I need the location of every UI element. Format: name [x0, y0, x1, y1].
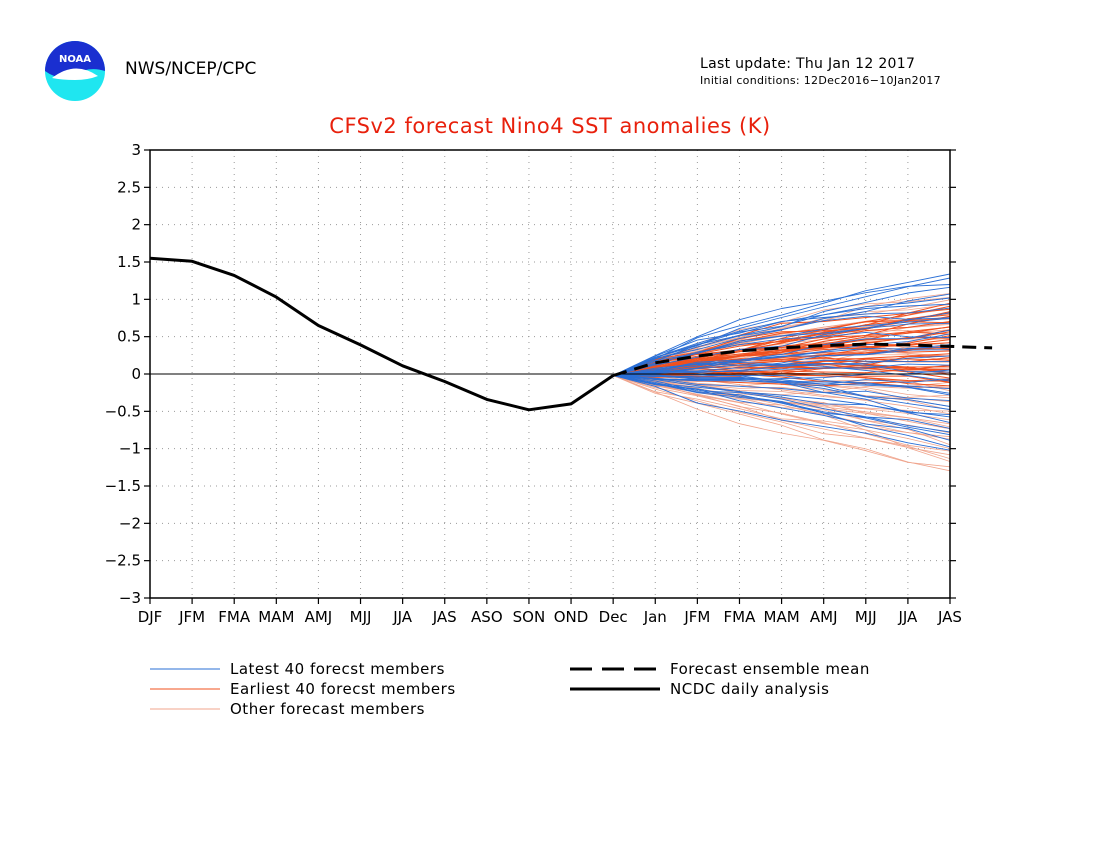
ensemble-member-line: [613, 375, 951, 456]
legend-label-other: Other forecast members: [230, 700, 425, 718]
ensemble-member-line: [613, 375, 951, 472]
x-tick-label: Dec: [599, 608, 628, 626]
y-tick-label: −3: [119, 589, 141, 607]
ensemble-member-line: [613, 277, 951, 376]
y-tick-label: 2.5: [117, 178, 141, 196]
ensemble-mean-line: [612, 342, 993, 377]
ensemble-member-line: [613, 317, 951, 376]
ensemble-member-line: [613, 375, 951, 438]
y-tick-label: −1: [119, 440, 141, 458]
ensemble-member-line: [613, 375, 951, 451]
y-tick-label: −2: [119, 514, 141, 532]
x-tick-label: FMA: [218, 608, 251, 626]
x-tick-label: FMA: [724, 608, 757, 626]
x-tick-label: ASO: [471, 608, 503, 626]
ensemble-member-line: [613, 375, 951, 428]
y-tick-label: −0.5: [105, 402, 141, 420]
ensemble-member-line: [613, 329, 951, 376]
ensemble-member-line: [613, 284, 951, 376]
ensemble-member-line: [613, 375, 951, 429]
x-tick-label: JFM: [178, 608, 205, 626]
y-tick-label: −1.5: [105, 477, 141, 495]
y-tick-label: 1: [131, 290, 141, 308]
x-axis: DJF JFM FMA MAM AMJ MJJ JJA JAS ASO SON OND Dec Jan J…: [138, 598, 962, 626]
chart-title: CFSv2 forecast Nino4 SST anomalies (K): [329, 114, 771, 138]
x-tick-label: JJA: [392, 608, 413, 626]
legend: Latest 40 forecst members Earliest 40 for…: [150, 660, 870, 718]
x-tick-label: JFM: [683, 608, 710, 626]
y-tick-label: 1.5: [117, 253, 141, 271]
x-tick-label: AMJ: [810, 608, 838, 626]
x-tick-label: MJJ: [350, 608, 372, 626]
y-tick-label: 2: [131, 216, 141, 234]
legend-label-latest: Latest 40 forecst members: [230, 660, 445, 678]
ensemble-member-line: [613, 312, 951, 376]
ensemble-member-line: [613, 297, 951, 376]
y-tick-label: 3: [131, 141, 141, 159]
x-tick-label: JAS: [432, 608, 457, 626]
analysis-line: [149, 256, 615, 412]
y-axis: −3 −2.5 −2 −1.5 −1 −0.5 0 0.5 1 1.5 2 2.5 3: [105, 141, 956, 607]
x-tick-label: MJJ: [855, 608, 877, 626]
ensemble-member-line: [613, 293, 951, 376]
x-tick-label: MAM: [764, 608, 800, 626]
ensemble-member-line: [613, 355, 951, 376]
x-tick-label: DJF: [138, 608, 163, 626]
ensemble-member-line: [613, 375, 951, 410]
y-tick-label: 0.5: [117, 328, 141, 346]
last-update-label: Last update: Thu Jan 12 2017: [700, 56, 916, 72]
y-tick-label: 0: [131, 365, 141, 383]
x-tick-label: JJA: [897, 608, 918, 626]
ensemble-member-line: [613, 303, 951, 376]
ensemble-member-line: [613, 375, 951, 416]
ensemble-member-line: [613, 344, 951, 376]
x-tick-label: Jan: [643, 608, 667, 626]
noaa-logo: NOAA: [45, 41, 105, 101]
initial-conditions-label: Initial conditions: 12Dec2016−10Jan2017: [700, 74, 941, 87]
ensemble-member-line: [613, 302, 951, 376]
ensemble-member-line: [613, 374, 951, 390]
ensemble-member-line: [613, 375, 951, 402]
legend-label-analysis: NCDC daily analysis: [670, 680, 829, 698]
x-tick-label: SON: [513, 608, 546, 626]
ensemble-member-line: [613, 374, 951, 396]
legend-label-earliest: Earliest 40 forecst members: [230, 680, 456, 698]
legend-label-mean: Forecast ensemble mean: [670, 660, 870, 678]
ensemble-member-line: [613, 273, 951, 376]
x-tick-label: MAM: [258, 608, 294, 626]
series-lines: [149, 256, 993, 412]
ensemble-member-line: [613, 311, 951, 376]
ensemble-member-line: [613, 375, 951, 385]
x-tick-label: JAS: [937, 608, 962, 626]
noaa-logo-text: NOAA: [59, 54, 91, 65]
ensemble-member-line: [613, 333, 951, 376]
ensemble-member-line: [613, 375, 951, 468]
ensemble-latest-members: [613, 273, 951, 451]
y-tick-label: −2.5: [105, 552, 141, 570]
agency-label: NWS/NCEP/CPC: [125, 59, 257, 79]
ensemble-member-line: [613, 375, 951, 418]
ensemble-member-line: [613, 375, 951, 433]
x-tick-label: OND: [554, 608, 589, 626]
x-tick-label: AMJ: [305, 608, 333, 626]
ensemble-member-line: [613, 375, 951, 440]
ensemble-member-line: [613, 375, 951, 436]
